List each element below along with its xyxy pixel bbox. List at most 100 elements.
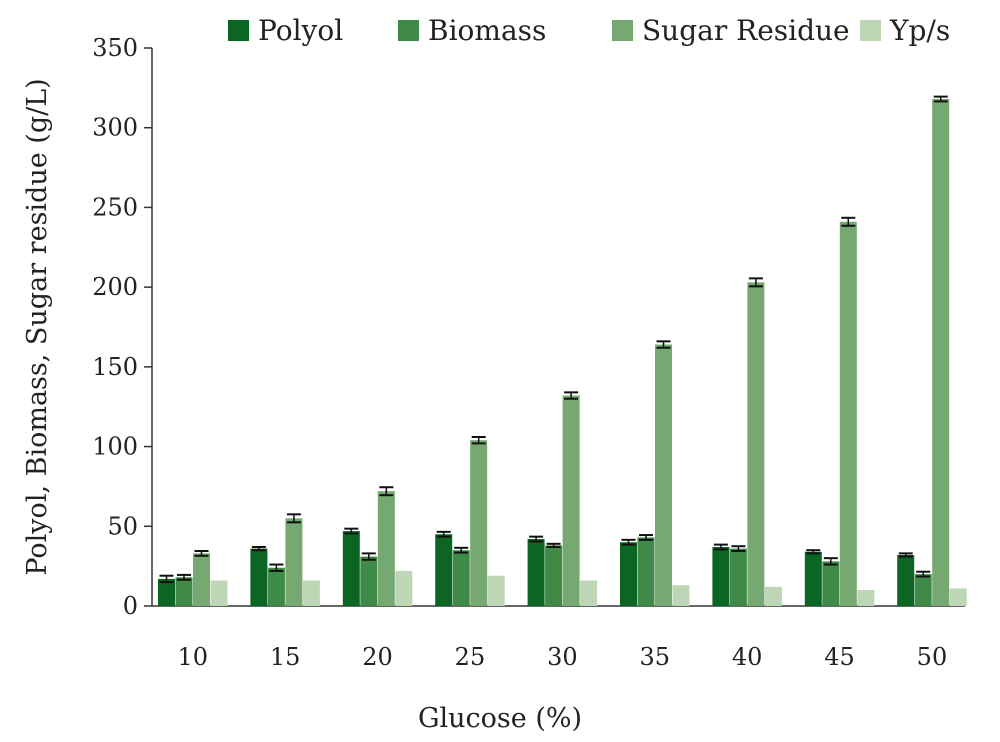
y-tick-label: 350 — [92, 34, 138, 62]
error-bar — [823, 557, 838, 566]
bar-polyol-40 — [712, 547, 730, 606]
error-bar — [436, 530, 451, 538]
error-bar — [159, 574, 174, 584]
bar-sugar-residue-10 — [193, 553, 210, 606]
x-tick-label: 20 — [362, 643, 393, 671]
error-bar — [898, 552, 913, 558]
error-bar — [529, 535, 544, 543]
bar-polyol-30 — [527, 539, 545, 606]
bar-sugar-residue-40 — [747, 282, 765, 606]
bar-biomass-20 — [360, 556, 378, 606]
bar-polyol-10 — [158, 578, 175, 606]
legend: Polyol Biomass Sugar Residue Yp/s — [228, 14, 950, 47]
x-axis: 10 15 20 25 30 35 40 45 50 — [152, 605, 965, 671]
bar-sugar-residue-45 — [839, 221, 857, 606]
bar-yp-s-45 — [857, 590, 875, 606]
error-bar — [916, 570, 931, 578]
error-bar — [806, 549, 821, 555]
error-bar — [286, 513, 301, 524]
bar-group-30 — [527, 391, 598, 606]
bar-group-50 — [897, 95, 967, 606]
y-axis-title: Polyol, Biomass, Sugar residue (g/L) — [22, 78, 53, 575]
bar-biomass-15 — [267, 567, 285, 606]
bar-polyol-20 — [342, 531, 360, 606]
legend-swatch — [228, 20, 249, 41]
bar-sugar-residue-20 — [377, 491, 395, 606]
bar-polyol-35 — [620, 542, 637, 606]
y-tick-label: 200 — [92, 273, 138, 301]
y-tick-label: 300 — [92, 114, 138, 142]
bar-yp-s-15 — [302, 580, 320, 606]
legend-swatch — [398, 20, 419, 41]
error-bar — [841, 216, 856, 227]
x-tick-label: 40 — [732, 643, 763, 671]
y-tick-label: 250 — [92, 193, 138, 221]
error-bar — [656, 340, 671, 349]
bar-sugar-residue-35 — [655, 344, 672, 606]
error-bar — [194, 549, 209, 557]
error-bar — [361, 552, 376, 561]
error-bar — [269, 563, 284, 572]
bar-biomass-40 — [729, 548, 747, 606]
y-tick-label: 50 — [107, 512, 138, 540]
bar-biomass-30 — [545, 545, 563, 606]
x-tick-label: 25 — [455, 643, 486, 671]
bar-group-15 — [250, 513, 320, 606]
bar-biomass-25 — [452, 550, 470, 606]
bar-sugar-residue-50 — [932, 99, 950, 606]
legend-swatch — [612, 20, 633, 41]
bar-yp-s-35 — [672, 585, 690, 606]
bar-biomass-45 — [822, 561, 840, 606]
bar-yp-s-20 — [395, 570, 413, 606]
bar-sugar-residue-15 — [285, 518, 303, 606]
error-bar — [471, 436, 486, 445]
y-tick-label: 100 — [92, 433, 138, 461]
bar-sugar-residue-30 — [562, 395, 580, 606]
x-tick-label: 15 — [270, 643, 301, 671]
error-bar — [748, 277, 763, 288]
bar-group-45 — [804, 216, 875, 606]
x-axis-title: Glucose (%) — [418, 703, 582, 734]
bar-group-40 — [712, 277, 782, 606]
bar-biomass-50 — [914, 574, 932, 606]
y-tick-label: 0 — [123, 592, 138, 620]
x-tick-label: 10 — [177, 643, 208, 671]
bar-group-10 — [158, 549, 228, 606]
error-bar — [564, 391, 579, 400]
legend-item-yp-s: Yp/s — [860, 14, 950, 47]
bar-yp-s-25 — [487, 575, 505, 606]
bar-group-35 — [620, 340, 690, 606]
bar-yp-s-10 — [210, 580, 228, 606]
bar-polyol-45 — [804, 551, 822, 606]
legend-label: Polyol — [258, 14, 343, 47]
legend-label: Yp/s — [889, 14, 950, 47]
bar-polyol-25 — [435, 534, 453, 606]
x-tick-label: 50 — [917, 643, 948, 671]
error-bar — [731, 545, 746, 552]
error-bar — [251, 546, 266, 552]
y-axis: 0 50 100 150 200 250 300 350 — [92, 34, 153, 620]
bar-biomass-35 — [637, 537, 655, 606]
error-bar — [379, 486, 394, 497]
x-tick-label: 35 — [639, 643, 670, 671]
x-tick-label: 30 — [547, 643, 578, 671]
legend-item-sugar-residue: Sugar Residue — [612, 14, 850, 47]
bar-sugar-residue-25 — [470, 440, 488, 606]
bar-polyol-15 — [250, 548, 268, 606]
error-bar — [344, 527, 359, 535]
error-bar — [713, 543, 728, 551]
error-bar — [621, 538, 636, 546]
bar-groups — [158, 95, 967, 606]
legend-item-polyol: Polyol — [228, 14, 343, 47]
x-tick-label: 45 — [824, 643, 855, 671]
bar-group-25 — [435, 436, 505, 606]
error-bar — [177, 573, 191, 581]
bar-yp-s-50 — [949, 588, 967, 606]
bar-group-20 — [342, 486, 413, 606]
legend-label: Biomass — [428, 14, 546, 47]
y-tick-label: 150 — [92, 353, 138, 381]
error-bar — [639, 534, 653, 541]
legend-swatch — [860, 20, 881, 41]
bar-yp-s-40 — [764, 586, 782, 606]
legend-label: Sugar Residue — [642, 14, 850, 47]
